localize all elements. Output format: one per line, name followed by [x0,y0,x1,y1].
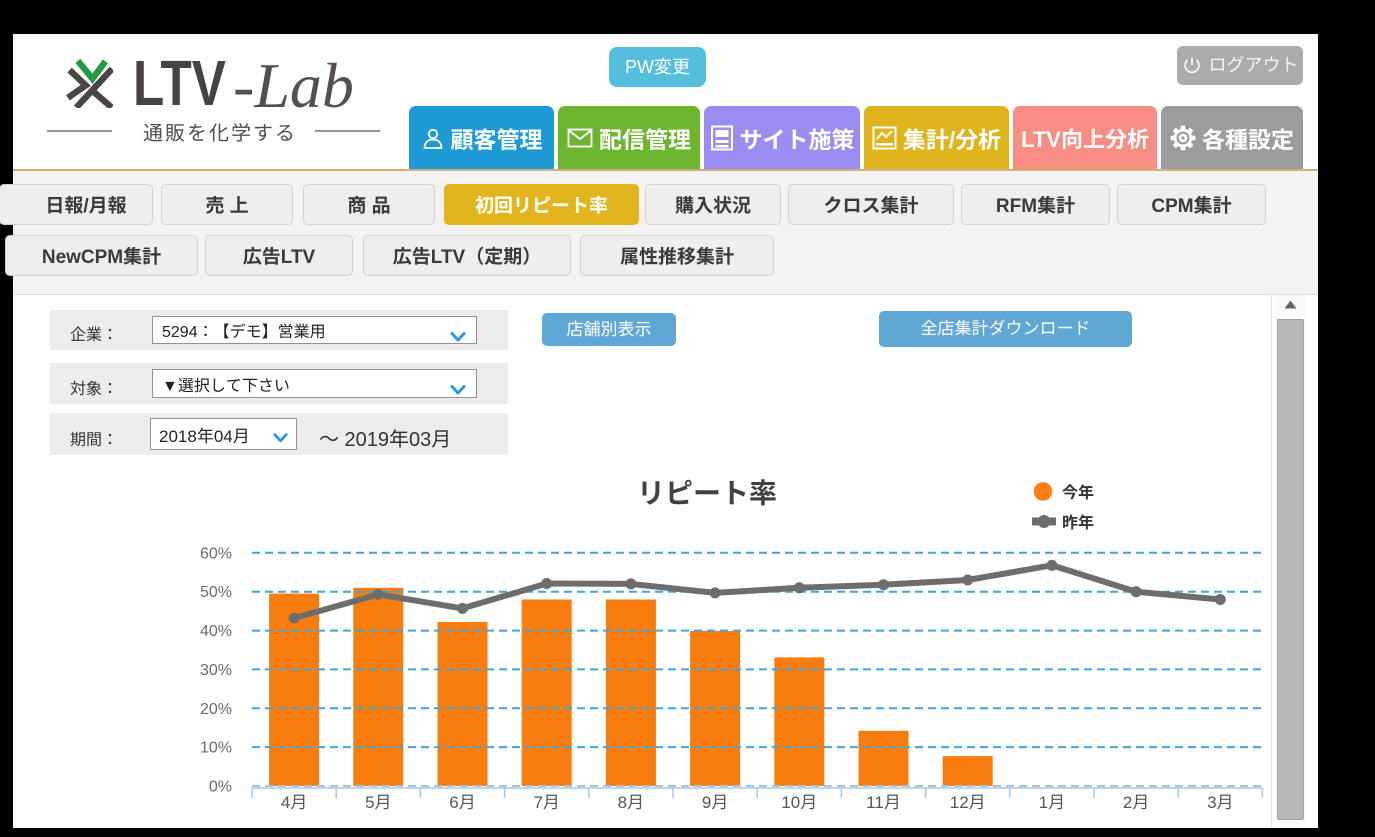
svg-text:11月: 11月 [866,793,901,812]
svg-text:9月: 9月 [702,793,728,812]
svg-text:8月: 8月 [618,793,644,812]
svg-text:6月: 6月 [449,793,475,812]
svg-text:30%: 30% [200,662,232,679]
svg-text:0%: 0% [209,779,232,796]
svg-text:1月: 1月 [1039,793,1065,812]
svg-text:10%: 10% [200,740,232,757]
svg-text:4月: 4月 [281,793,307,812]
svg-text:2月: 2月 [1123,793,1149,812]
svg-text:今年: 今年 [1062,484,1094,502]
svg-text:50%: 50% [200,584,232,601]
svg-text:20%: 20% [200,701,232,718]
svg-text:7月: 7月 [533,793,559,812]
svg-text:10月: 10月 [781,793,817,812]
svg-text:昨年: 昨年 [1062,514,1094,532]
svg-text:40%: 40% [200,623,232,640]
svg-text:3月: 3月 [1207,793,1233,812]
svg-text:12月: 12月 [950,793,986,812]
svg-text:5月: 5月 [365,793,391,812]
svg-text:リピート率: リピート率 [637,478,777,509]
svg-text:60%: 60% [200,545,232,562]
